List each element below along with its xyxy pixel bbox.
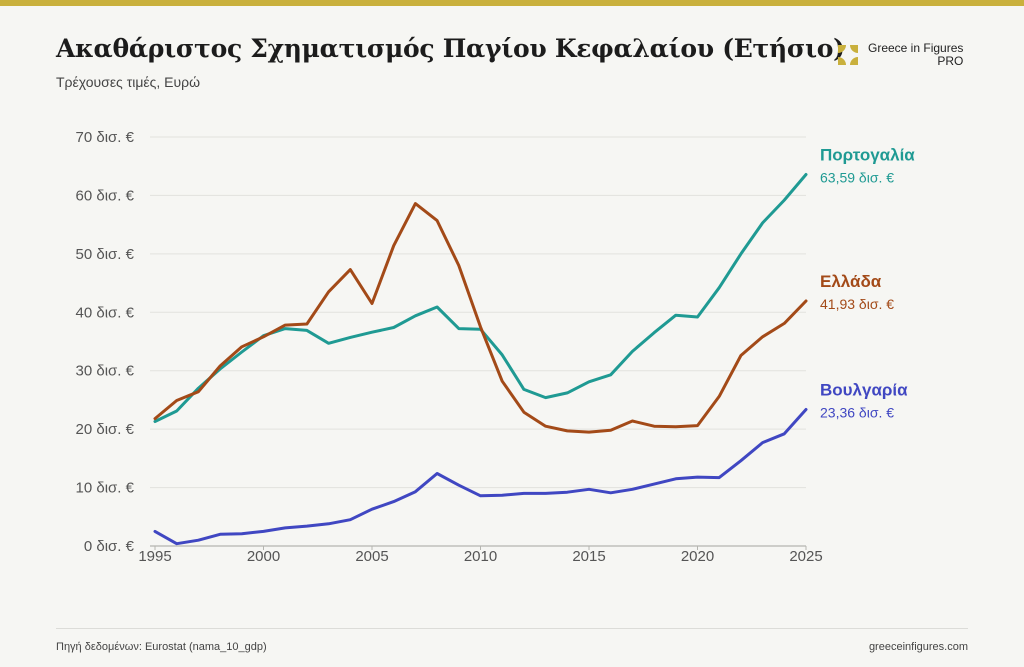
data-source: Πηγή δεδομένων: Eurostat (nama_10_gdp) <box>56 641 267 653</box>
series-name-label: Ελλάδα <box>820 272 882 291</box>
series-value-label: 41,93 δισ. € <box>820 296 894 312</box>
y-tick-label: 20 δισ. € <box>76 421 135 438</box>
series-end-labels: Πορτογαλία 63,59 δισ. € Ελλάδα 41,93 δισ. €… <box>820 145 915 420</box>
y-tick-label: 70 δισ. € <box>76 129 135 146</box>
x-tick-label: 2025 <box>789 548 822 565</box>
series-line-0 <box>153 173 808 423</box>
x-tick-label: 2015 <box>572 548 605 565</box>
top-accent-bar <box>0 0 1024 6</box>
y-axis-ticks: 0 δισ. € 10 δισ. € 20 δισ. € 30 δισ. € 40 δι… <box>76 129 135 555</box>
website-link[interactable]: greeceinfigures.com <box>868 641 968 653</box>
series-value-label: 23,36 δισ. € <box>820 405 894 421</box>
y-tick-label: 0 δισ. € <box>84 538 135 555</box>
chart-subtitle: Τρέχουσες τιμές, Ευρώ <box>56 74 201 90</box>
x-tick-label: 1995 <box>138 548 171 565</box>
chart-title: Ακαθάριστος Σχηματισμός Παγίου Κεφαλαίου… <box>56 34 845 63</box>
y-tick-label: 40 δισ. € <box>76 304 135 321</box>
y-tick-label: 10 δισ. € <box>76 480 135 497</box>
y-tick-label: 60 δισ. € <box>76 187 135 204</box>
footer-divider <box>56 628 968 629</box>
x-tick-label: 2000 <box>247 548 280 565</box>
x-tick-label: 2005 <box>355 548 388 565</box>
brand-tier: PRO <box>937 54 964 68</box>
x-tick-label: 2010 <box>464 548 497 565</box>
series-lines <box>153 173 808 546</box>
series-line-2 <box>153 408 808 546</box>
grid-lines <box>150 136 806 547</box>
line-chart: 0 δισ. € 10 δισ. € 20 δισ. € 30 δισ. € 40 δι… <box>76 129 916 565</box>
brand-logo: Greece in Figures PRO <box>836 42 963 68</box>
y-tick-label: 50 δισ. € <box>76 246 135 263</box>
x-tick-label: 2020 <box>681 548 714 565</box>
x-axis-ticks: 1995 2000 2005 2010 2015 2020 2025 <box>138 546 823 565</box>
series-name-label: Βουλγαρία <box>820 381 908 400</box>
greece-in-figures-logo-icon <box>838 45 858 65</box>
series-line-1 <box>153 202 808 434</box>
series-name-label: Πορτογαλία <box>820 145 915 164</box>
brand-name: Greece in Figures <box>868 41 964 55</box>
y-tick-label: 30 δισ. € <box>76 363 135 380</box>
series-value-label: 63,59 δισ. € <box>820 169 894 185</box>
